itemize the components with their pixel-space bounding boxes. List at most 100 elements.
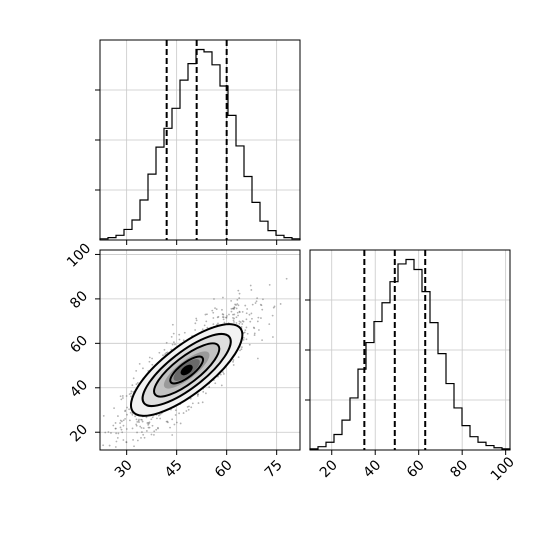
scatter-point	[242, 336, 245, 339]
scatter-point	[148, 356, 151, 359]
scatter-point	[191, 402, 194, 405]
scatter-point	[190, 406, 193, 409]
scatter-point	[240, 325, 243, 328]
scatter-point	[260, 304, 263, 307]
scatter-point	[222, 313, 225, 316]
scatter-point	[201, 401, 204, 404]
scatter-point	[273, 305, 276, 308]
scatter-point	[135, 369, 138, 372]
scatter-point	[148, 426, 151, 429]
scatter-point	[122, 419, 125, 422]
right-histogram-ticks: 20 40 60 80 100	[305, 299, 518, 484]
scatter-point	[195, 317, 198, 320]
scatter-point	[130, 392, 133, 395]
scatter-point	[157, 426, 159, 429]
scatter-point	[233, 313, 236, 316]
scatter-point	[217, 322, 219, 325]
top-histogram-steps	[99, 48, 301, 240]
scatter-point	[257, 316, 260, 319]
scatter-point	[239, 349, 241, 352]
scatter-point	[102, 444, 105, 447]
scatter-point	[143, 436, 146, 439]
scatter-point	[125, 395, 128, 397]
scatter-point	[139, 425, 142, 428]
density-tick-label-y: 20	[67, 421, 91, 445]
scatter-point	[233, 306, 236, 309]
scatter-point	[122, 424, 125, 427]
scatter-point	[206, 326, 209, 329]
scatter-point	[182, 412, 185, 414]
scatter-point	[121, 395, 124, 397]
scatter-point	[212, 311, 215, 314]
scatter-point	[232, 313, 234, 316]
scatter-point	[232, 307, 234, 310]
scatter-point	[94, 437, 96, 439]
scatter-point	[91, 436, 93, 438]
scatter-point	[140, 418, 142, 421]
scatter-point	[135, 423, 138, 426]
scatter-point	[261, 308, 264, 311]
scatter-point	[141, 418, 143, 421]
scatter-point	[174, 409, 177, 412]
right-histogram-steps	[309, 258, 511, 450]
scatter-point	[238, 311, 241, 314]
scatter-point	[153, 433, 155, 436]
scatter-point	[245, 338, 248, 341]
top-histogram-ticks	[95, 89, 278, 245]
scatter-point	[236, 303, 239, 305]
scatter-point	[122, 439, 125, 441]
scatter-point	[172, 341, 175, 344]
density-shading	[130, 324, 243, 416]
scatter-point	[203, 324, 206, 327]
scatter-point	[96, 422, 98, 424]
scatter-point	[132, 439, 134, 441]
scatter-point	[246, 308, 249, 310]
density-tick-label-y: 100	[64, 241, 94, 271]
scatter-point	[223, 321, 226, 324]
scatter-point	[262, 298, 264, 301]
scatter-point	[238, 310, 241, 313]
scatter-point	[117, 415, 119, 417]
scatter-point	[120, 420, 123, 423]
scatter-point	[236, 299, 239, 301]
scatter-point	[194, 322, 197, 325]
scatter-point	[237, 356, 240, 358]
scatter-point	[130, 395, 132, 398]
scatter-point	[188, 405, 190, 408]
scatter-point	[110, 432, 112, 434]
scatter-point	[206, 313, 208, 316]
scatter-point	[214, 307, 216, 310]
scatter-point	[241, 320, 244, 322]
scatter-point	[178, 338, 181, 341]
scatter-point	[137, 419, 140, 422]
scatter-point	[140, 426, 143, 429]
scatter-point	[272, 336, 274, 338]
scatter-point	[189, 397, 192, 400]
scatter-point	[148, 360, 151, 363]
right-histogram-tick-label-x: 100	[488, 454, 518, 484]
scatter-point	[268, 323, 271, 326]
scatter-point	[134, 415, 136, 418]
scatter-point	[256, 297, 259, 300]
scatter-point	[114, 427, 117, 430]
scatter-point	[129, 411, 132, 414]
scatter-point	[175, 421, 178, 424]
scatter-point	[215, 308, 218, 311]
scatter-point	[194, 329, 197, 331]
scatter-point	[171, 418, 174, 421]
scatter-point	[222, 371, 224, 374]
right-histogram-tick-label-x: 80	[447, 457, 471, 481]
right-histogram-tick-label-x: 60	[404, 457, 428, 481]
scatter-point	[138, 362, 141, 365]
scatter-point	[233, 306, 236, 309]
density-tick-label-y: 60	[67, 333, 91, 357]
scatter-point	[235, 316, 238, 319]
scatter-point	[124, 409, 127, 412]
scatter-point	[179, 422, 182, 425]
scatter-point	[168, 452, 170, 454]
scatter-point	[147, 423, 150, 426]
scatter-point	[213, 298, 215, 300]
scatter-point	[212, 317, 215, 319]
scatter-point	[121, 431, 124, 434]
